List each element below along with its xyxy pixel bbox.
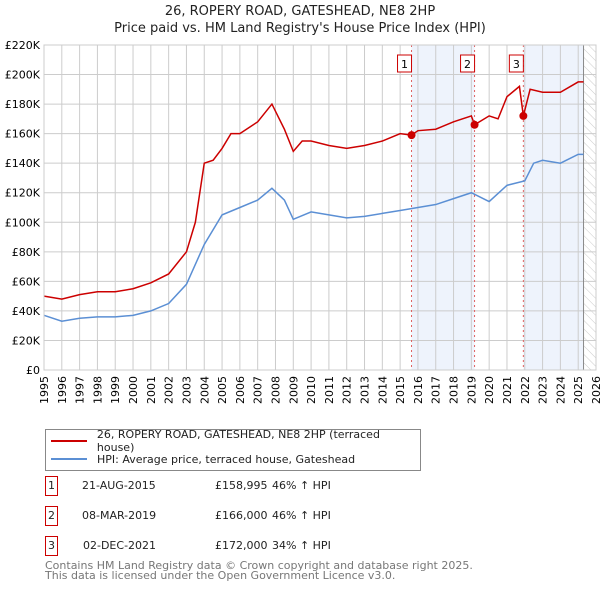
sale-hpi: 46% ↑ HPI: [272, 509, 331, 522]
x-tick-label: 2004: [198, 376, 211, 404]
sale-row-2: 2 08-MAR-2019 £166,000 46% ↑ HPI: [45, 506, 445, 526]
legend-swatch-hpi: [51, 458, 87, 460]
legend-label-property: 26, ROPERY ROAD, GATESHEAD, NE8 2HP (ter…: [96, 428, 380, 454]
sale-date: 02-DEC-2021: [83, 539, 157, 552]
x-tick-label: 2010: [305, 376, 318, 404]
sale-price: £172,000: [215, 539, 268, 552]
footer-line-2: This data is licensed under the Open Gov…: [45, 569, 396, 582]
x-tick-label: 2017: [430, 376, 443, 404]
sale-point: [407, 131, 416, 140]
y-tick-label: £120K: [5, 187, 41, 200]
chart-title: 26, ROPERY ROAD, GATESHEAD, NE8 2HP: [164, 4, 436, 19]
x-tick-label: 2026: [590, 376, 600, 404]
sale-date: 21-AUG-2015: [82, 479, 156, 492]
y-tick-label: £160K: [5, 128, 41, 141]
y-tick-label: £180K: [5, 98, 41, 111]
x-tick-label: 1999: [109, 376, 122, 404]
x-tick-label: 2024: [554, 376, 567, 404]
x-tick-label: 2020: [483, 376, 496, 404]
sale-price: £158,995: [215, 479, 268, 492]
x-tick-label: 1996: [56, 376, 69, 404]
x-tick-label: 2014: [376, 376, 389, 404]
series-line-hpi: [43, 153, 584, 323]
x-tick-label: 2015: [394, 376, 407, 404]
y-tick-label: £0: [26, 364, 40, 377]
y-tick-label: £140K: [5, 157, 41, 170]
x-tick-label: 2005: [216, 376, 229, 404]
future-hatch: [583, 45, 596, 370]
x-tick-label: 1997: [74, 376, 87, 404]
sale-price: £166,000: [215, 509, 268, 522]
series-line-property: [43, 81, 584, 300]
sale-point: [470, 120, 479, 129]
sale-label-box: [397, 54, 413, 73]
price-chart: 1995 1996 1997 1998 1999 2000 2001 2002 2003 2004…: [5, 39, 600, 404]
sale-label: 3: [513, 58, 520, 71]
x-tick-label: 2011: [323, 376, 336, 404]
sale-point: [519, 111, 528, 120]
x-tick-label: 2007: [252, 376, 265, 404]
x-tick-label: 2003: [180, 376, 193, 404]
x-tick-label: 2025: [572, 376, 585, 404]
sale-marker-badge: 3: [45, 536, 58, 556]
x-tick-label: 2021: [501, 376, 514, 404]
sale-label-box: [460, 54, 476, 73]
sale-row-1: 1 21-AUG-2015 £158,995 46% ↑ HPI: [45, 476, 445, 496]
sale-date: 08-MAR-2019: [82, 509, 157, 522]
y-tick-label: £80K: [12, 246, 41, 259]
chart-subtitle: Price paid vs. HM Land Registry's House …: [114, 21, 486, 36]
sale-label: 1: [401, 58, 408, 71]
sale-marker-badge: 2: [45, 506, 58, 526]
x-tick-label: 2002: [163, 376, 176, 404]
sale-row-3: 3 02-DEC-2021 £172,000 34% ↑ HPI: [45, 536, 445, 556]
x-tick-label: 2009: [287, 376, 300, 404]
legend-swatch-property: [51, 440, 87, 442]
x-tick-label: 2023: [537, 376, 550, 404]
x-tick-label: 2019: [465, 376, 478, 404]
x-tick-label: 2006: [234, 376, 247, 404]
x-tick-label: 1995: [38, 376, 51, 404]
y-tick-label: £40K: [12, 305, 41, 318]
x-tick-label: 2013: [359, 376, 372, 404]
sale-hpi: 46% ↑ HPI: [272, 479, 331, 492]
y-tick-label: £220K: [5, 39, 41, 52]
legend: 26, ROPERY ROAD, GATESHEAD, NE8 2HP (ter…: [45, 428, 421, 471]
x-tick-label: 2000: [127, 376, 140, 404]
x-tick-label: 2016: [412, 376, 425, 404]
y-tick-label: £200K: [5, 69, 41, 82]
plot-area: [44, 45, 596, 370]
shaded-period: [523, 45, 584, 370]
y-tick-label: £100K: [5, 216, 41, 229]
sale-marker-badge: 1: [45, 476, 58, 496]
sale-hpi: 34% ↑ HPI: [272, 539, 331, 552]
x-tick-label: 1998: [91, 376, 104, 404]
y-tick-label: £20K: [12, 334, 41, 347]
x-tick-label: 2018: [448, 376, 461, 404]
x-tick-label: 2022: [519, 376, 532, 404]
x-tick-label: 2012: [341, 376, 354, 404]
footer: Contains HM Land Registry data © Crown c…: [45, 559, 473, 582]
x-tick-label: 2001: [145, 376, 158, 404]
legend-label-hpi: HPI: Average price, terraced house, Gate…: [97, 452, 356, 466]
y-tick-label: £60K: [12, 275, 41, 288]
x-tick-label: 2008: [269, 376, 282, 404]
sale-label: 2: [464, 58, 471, 71]
sale-label-box: [508, 54, 524, 73]
plot-border: [43, 44, 597, 371]
footer-line-1: Contains HM Land Registry data © Crown c…: [45, 559, 473, 572]
